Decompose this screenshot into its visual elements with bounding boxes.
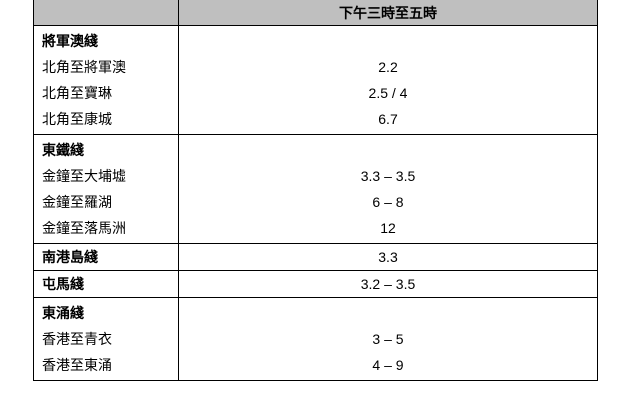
header-route [33, 0, 179, 26]
group-tuen-ma: 屯馬綫 3.2 – 3.5 [33, 270, 598, 298]
route-label: 北角至寶琳 [42, 85, 112, 101]
route-value: 6.7 [378, 111, 398, 127]
route-label: 香港至青衣 [42, 331, 112, 347]
route-value: 3 – 5 [372, 331, 404, 347]
route-value: 3.3 [378, 249, 398, 265]
header-time: 下午三時至五時 [178, 0, 598, 26]
group-south-island: 南港島綫 3.3 [33, 243, 598, 271]
route-value: 3.3 – 3.5 [360, 168, 416, 184]
group-east-rail: 東鐵綫 金鐘至大埔墟 金鐘至羅湖 金鐘至落馬洲 3.3 – 3.5 6 – 8 … [33, 134, 598, 244]
route-label: 金鐘至羅湖 [42, 194, 112, 210]
route-value: 6 – 8 [372, 194, 404, 210]
journey-time-table: 下午三時至五時 將軍澳綫 北角至將軍澳 北角至寶琳 北角至康城 2.2 2.5 … [33, 0, 598, 381]
route-label: 金鐘至大埔墟 [42, 168, 126, 184]
group-title: 南港島綫 [42, 249, 98, 265]
route-value: 12 [380, 220, 396, 236]
route-value: 3.2 – 3.5 [360, 276, 416, 292]
group-title: 屯馬綫 [42, 276, 84, 292]
route-label: 香港至東涌 [42, 357, 112, 373]
group-title: 將軍澳綫 [42, 33, 98, 49]
header-row: 下午三時至五時 [33, 0, 598, 26]
route-label: 金鐘至落馬洲 [42, 220, 126, 236]
group-title: 東鐵綫 [42, 142, 84, 158]
route-label: 北角至將軍澳 [42, 59, 126, 75]
group-tung-chung: 東涌綫 香港至青衣 香港至東涌 3 – 5 4 – 9 [33, 297, 598, 381]
route-label: 北角至康城 [42, 111, 112, 127]
route-value: 2.5 / 4 [368, 85, 408, 101]
group-tseung-kwan-o: 將軍澳綫 北角至將軍澳 北角至寶琳 北角至康城 2.2 2.5 / 4 6.7 [33, 25, 598, 135]
route-value: 2.2 [378, 59, 398, 75]
route-value: 4 – 9 [372, 357, 404, 373]
group-title: 東涌綫 [42, 305, 84, 321]
